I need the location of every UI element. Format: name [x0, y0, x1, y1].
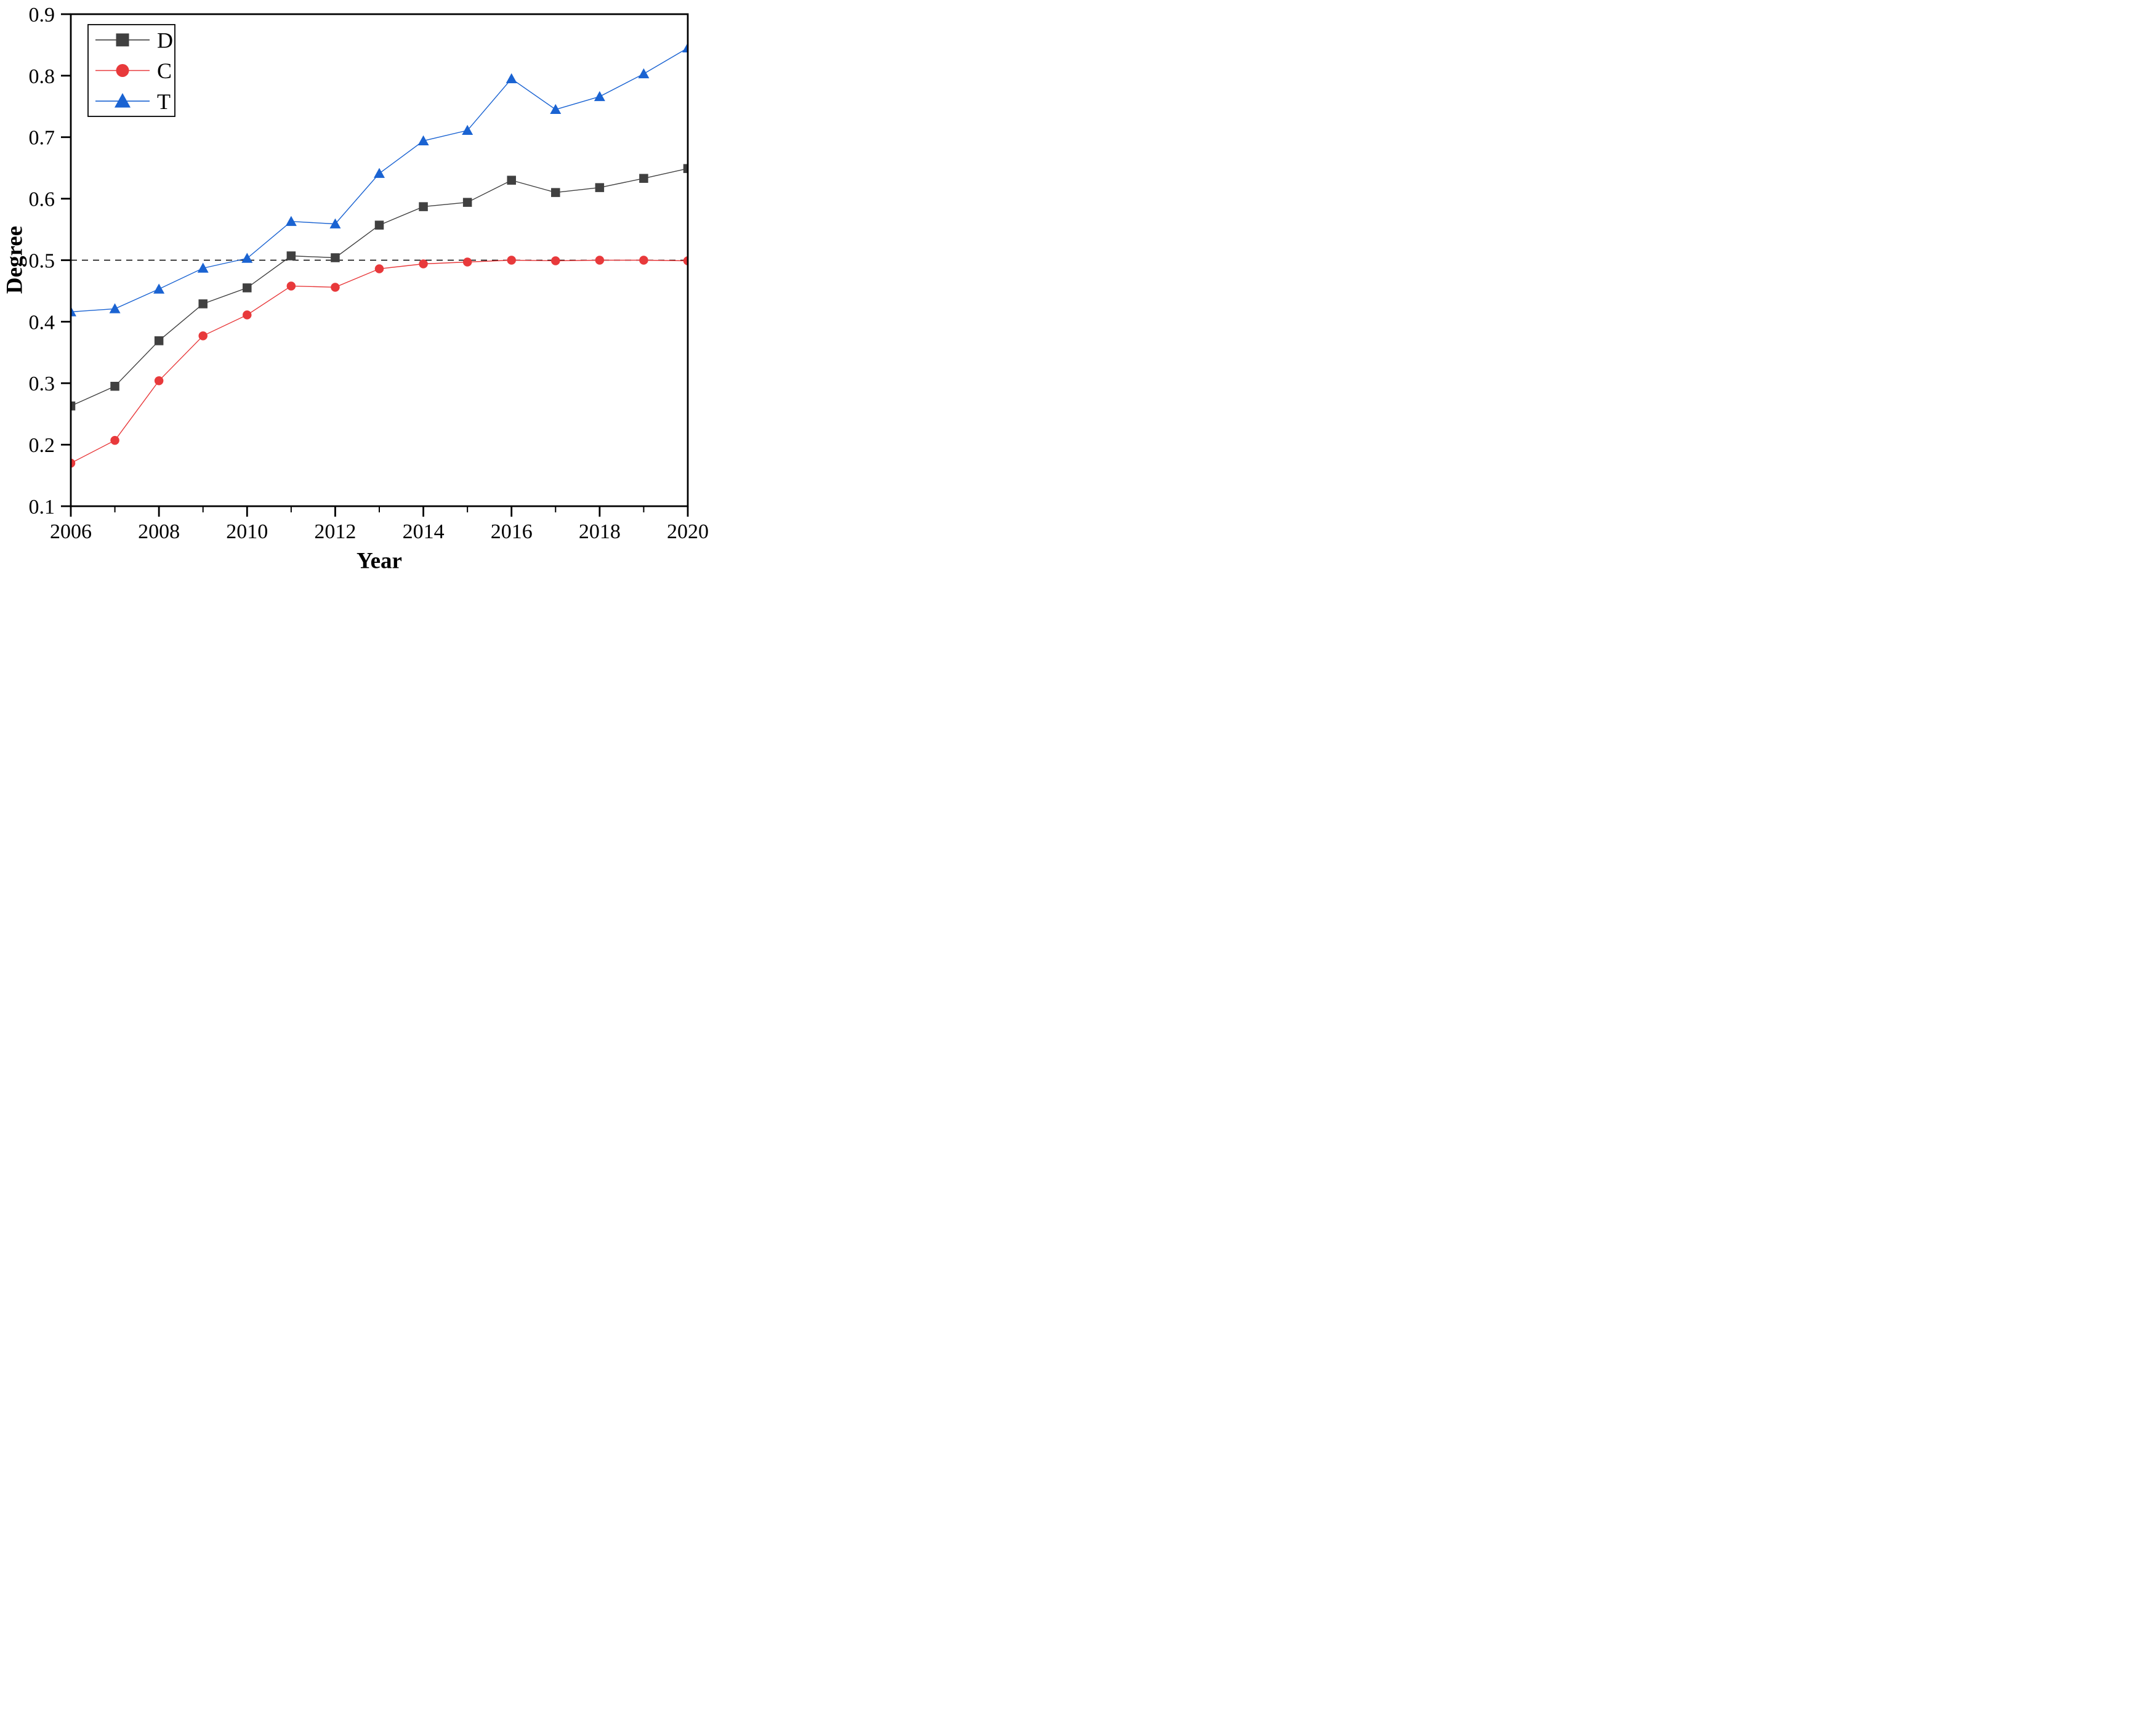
- series-C-marker: [507, 256, 516, 265]
- series-D-marker: [507, 176, 516, 185]
- figure: 0.1 0.2 0.3 0.4 0.5 0.6 0.7 0.8 0.9 2006 2008 2010 2…: [0, 0, 717, 579]
- series-D-marker: [639, 174, 648, 183]
- series-C-marker: [331, 283, 340, 292]
- legend-entry-T: [95, 93, 150, 108]
- series-C-marker: [419, 259, 428, 268]
- series-T-marker: [594, 91, 605, 102]
- series-T-marker: [462, 124, 474, 135]
- series-C-marker: [71, 458, 76, 468]
- series-T-marker: [329, 218, 341, 228]
- y-tick-label: 0.4: [29, 311, 55, 334]
- y-axis-title: Degree: [2, 225, 28, 294]
- series-T-marker: [638, 68, 650, 79]
- degree-line-chart: 0.1 0.2 0.3 0.4 0.5 0.6 0.7 0.8 0.9 2006 2008 2010 2…: [29, 4, 709, 543]
- y-tick-label: 0.1: [29, 496, 55, 519]
- legend-marker-T: [114, 93, 131, 108]
- series-T-marker: [550, 103, 562, 115]
- legend: [87, 24, 175, 117]
- series-C-line: [71, 259, 688, 464]
- x-tick-label: 2016: [491, 520, 533, 543]
- legend-entry-D: [95, 33, 150, 47]
- plot-series: [71, 42, 688, 468]
- series-D-marker: [419, 202, 428, 211]
- x-axis-title: Year: [357, 548, 402, 574]
- x-tick-label: 2006: [50, 520, 92, 543]
- y-tick-label: 0.7: [29, 127, 55, 150]
- x-tick-label: 2014: [403, 520, 445, 543]
- series-D-marker: [595, 183, 605, 192]
- series-D-marker: [198, 299, 208, 309]
- series-D-marker: [683, 164, 688, 173]
- series-C-marker: [551, 256, 560, 265]
- x-tick-label: 2018: [579, 520, 621, 543]
- series-C-marker: [243, 310, 252, 320]
- series-T-marker: [417, 135, 429, 145]
- series-T-marker: [285, 216, 297, 226]
- legend-marker-D: [116, 33, 129, 47]
- x-tick-label: 2008: [138, 520, 180, 543]
- legend-label-D: D: [157, 28, 173, 52]
- series-D-marker: [462, 198, 472, 207]
- y-tick-label: 0.5: [29, 249, 55, 272]
- x-tick-label: 2010: [226, 520, 268, 543]
- series-T-marker: [506, 73, 517, 84]
- y-tick-label: 0.6: [29, 188, 55, 211]
- series-C-marker: [639, 256, 648, 265]
- series-C-marker: [683, 256, 688, 265]
- series-T-marker: [71, 306, 76, 317]
- series-T-marker: [109, 303, 121, 313]
- series-C-marker: [154, 376, 164, 386]
- y-tick-label: 0.3: [29, 373, 55, 395]
- series-D: [71, 164, 688, 411]
- legend-marker-C: [116, 64, 129, 77]
- series-C-marker: [286, 281, 296, 291]
- series-C-marker: [374, 264, 384, 273]
- y-tick-label: 0.8: [29, 65, 55, 88]
- series-C-marker: [595, 256, 605, 265]
- series-T-marker: [153, 283, 165, 294]
- series-D-marker: [331, 253, 340, 262]
- series-D-marker: [243, 283, 252, 293]
- series-D-marker: [286, 251, 296, 260]
- series-D-marker: [154, 336, 164, 345]
- series-C-marker: [462, 257, 472, 267]
- series-D-marker: [551, 188, 560, 197]
- series-T: [71, 42, 688, 317]
- x-tick-label: 2012: [314, 520, 356, 543]
- legend-entry-C: [95, 64, 150, 77]
- legend-label-C: C: [157, 59, 172, 83]
- series-C: [71, 256, 688, 468]
- y-tick-label: 0.2: [29, 434, 55, 457]
- series-T-marker: [374, 168, 385, 178]
- series-D-marker: [71, 401, 76, 411]
- series-D-marker: [374, 220, 384, 230]
- series-T-marker: [197, 262, 209, 273]
- series-T-marker: [241, 252, 253, 263]
- legend-label-T: T: [157, 89, 171, 114]
- y-tick-label: 0.9: [29, 4, 55, 26]
- series-C-marker: [110, 435, 119, 445]
- series-C-marker: [198, 331, 208, 341]
- series-D-marker: [110, 381, 119, 391]
- x-tick-label: 2020: [667, 520, 709, 543]
- series-T-marker: [682, 42, 688, 53]
